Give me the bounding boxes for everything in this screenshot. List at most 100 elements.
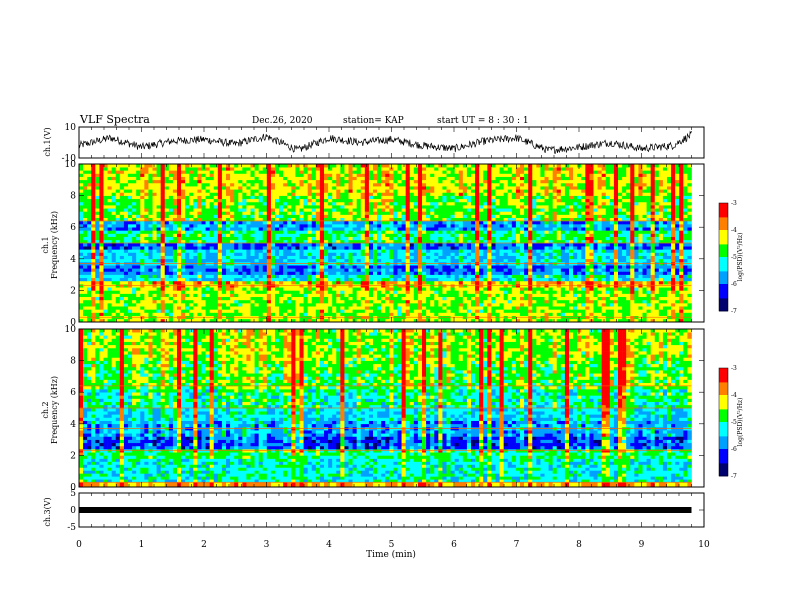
spectrogram-cell [471, 227, 475, 230]
spectrogram-cell [577, 243, 581, 246]
spectrogram-cell [214, 243, 218, 246]
spectrogram-cell [675, 227, 679, 230]
spectrogram-cell [369, 294, 373, 297]
spectrogram-cell [594, 221, 598, 224]
spectrogram-cell [602, 278, 606, 281]
spectrogram-cell [659, 278, 663, 281]
spectrogram-cell [328, 306, 332, 309]
spectrogram-cell [197, 275, 201, 278]
spectrogram-cell [157, 243, 161, 246]
spectrogram-cell [512, 243, 516, 246]
spectrogram-cell [622, 246, 626, 249]
spectrogram-cell [442, 278, 446, 281]
spectrogram-cell [324, 256, 328, 259]
spectrogram-cell [491, 300, 495, 303]
spectrogram-cell [487, 303, 491, 306]
spectrogram-cell [222, 300, 226, 303]
spectrogram-cell [320, 271, 324, 274]
spectrogram-cell [585, 259, 589, 262]
spectrogram-cell [300, 252, 304, 255]
spectrogram-cell [626, 227, 630, 230]
spectrogram-cell [549, 252, 553, 255]
spectrogram-cell [602, 303, 606, 306]
spectrogram-cell [545, 281, 549, 284]
spectrogram-cell [516, 294, 520, 297]
spectrogram-cell [422, 265, 426, 268]
spectrogram-cell [626, 230, 630, 233]
spectrogram-cell [104, 230, 108, 233]
spectrogram-cell [561, 221, 565, 224]
spectrogram-cell [569, 271, 573, 274]
spectrogram-cell [267, 234, 271, 237]
spectrogram-cell [185, 300, 189, 303]
spectrogram-cell [197, 237, 201, 240]
spectrogram-cell [487, 256, 491, 259]
spectrogram-cell [573, 287, 577, 290]
spectrogram-cell [202, 249, 206, 252]
spectrogram-cell [643, 300, 647, 303]
spectrogram-cell [532, 227, 536, 230]
spectrogram-cell [316, 294, 320, 297]
spectrogram-cell [148, 294, 152, 297]
spectrogram-cell [606, 227, 610, 230]
spectrogram-cell [173, 294, 177, 297]
spectrogram-cell [357, 268, 361, 271]
spectrogram-cell [626, 300, 630, 303]
spectrogram-cell [99, 275, 103, 278]
spectrogram-cell [185, 221, 189, 224]
spectrogram-cell [622, 268, 626, 271]
spectrogram-cell [218, 309, 222, 312]
spectrogram-cell [463, 246, 467, 249]
spectrogram-cell [108, 249, 112, 252]
spectrogram-cell [357, 230, 361, 233]
spectrogram-cell [349, 259, 353, 262]
spectrogram-cell [414, 224, 418, 227]
spectrogram-cell [116, 290, 120, 293]
spectrogram-cell [622, 243, 626, 246]
spectrogram-cell [589, 227, 593, 230]
spectrogram-cell [185, 281, 189, 284]
spectrogram-cell [112, 230, 116, 233]
spectrogram-cell [385, 268, 389, 271]
spectrogram-cell [132, 224, 136, 227]
spectrogram-cell [369, 278, 373, 281]
spectrogram-cell [398, 297, 402, 300]
spectrogram-cell [491, 287, 495, 290]
spectrogram-cell [402, 278, 406, 281]
spectrogram-cell [430, 303, 434, 306]
spectrogram-cell [389, 268, 393, 271]
spectrogram-cell [479, 237, 483, 240]
spectrogram-cell [410, 230, 414, 233]
spectrogram-cell [140, 275, 144, 278]
spectrogram-cell [536, 268, 540, 271]
spectrogram-cell [291, 297, 295, 300]
spectrogram-cell [165, 249, 169, 252]
spectrogram-cell [659, 265, 663, 268]
spectrogram-cell [565, 306, 569, 309]
spectrogram-cell [630, 275, 634, 278]
spectrogram-cell [153, 230, 157, 233]
spectrogram-cell [95, 303, 99, 306]
spectrogram-cell [504, 278, 508, 281]
spectrogram-cell [402, 309, 406, 312]
spectrogram-cell [136, 300, 140, 303]
spectrogram-cell [487, 249, 491, 252]
spectrogram-cell [634, 297, 638, 300]
spectrogram-cell [255, 265, 259, 268]
spectrogram-cell [487, 297, 491, 300]
spectrogram-cell [377, 275, 381, 278]
spectrogram-cell [226, 271, 230, 274]
spectrogram-cell [647, 294, 651, 297]
spectrogram-cell [104, 271, 108, 274]
spectrogram-cell [516, 246, 520, 249]
spectrogram-cell [144, 294, 148, 297]
spectrogram-cell [577, 268, 581, 271]
spectrogram-cell [242, 243, 246, 246]
spectrogram-cell [112, 309, 116, 312]
spectrogram-cell [549, 281, 553, 284]
spectrogram-cell [414, 230, 418, 233]
spectrogram-cell [308, 303, 312, 306]
spectrogram-cell [589, 300, 593, 303]
spectrogram-cell [193, 294, 197, 297]
spectrogram-cell [475, 237, 479, 240]
